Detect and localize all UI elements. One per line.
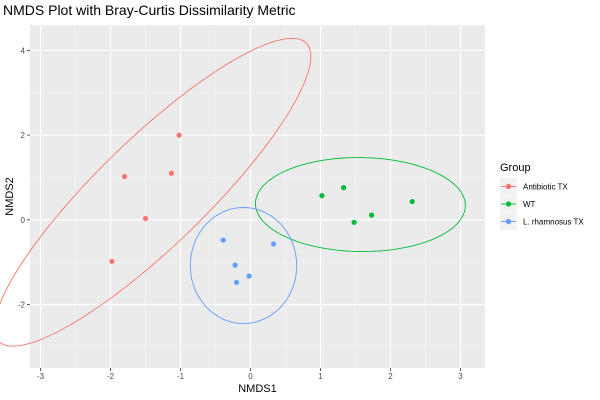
- x-tick-label: -2: [107, 372, 115, 381]
- confidence-ellipse: [189, 207, 298, 324]
- legend-title: Group: [500, 162, 531, 174]
- legend: Group Antibiotic TX WT L. rhamnosus TX: [500, 162, 584, 230]
- data-point: [351, 219, 357, 225]
- data-point: [220, 237, 226, 243]
- data-point: [271, 241, 277, 247]
- legend-key-point: [505, 201, 512, 207]
- y-axis-title: NMDS2: [4, 177, 16, 216]
- x-axis: -3 -2 -1 0 1 2 3: [37, 368, 463, 381]
- y-tick-label: 2: [21, 131, 26, 140]
- x-axis-title: NMDS1: [238, 383, 277, 395]
- ellipses: [0, 37, 466, 347]
- y-axis: -2 0 2 4: [18, 46, 30, 309]
- data-point: [109, 258, 115, 264]
- legend-label: Antibiotic TX: [523, 183, 568, 192]
- data-point: [142, 215, 149, 222]
- x-tick-label: -3: [37, 372, 45, 381]
- x-tick-label: -1: [177, 372, 185, 381]
- chart-title: NMDS Plot with Bray-Curtis Dissimilarity…: [3, 2, 295, 18]
- legend-label: L. rhamnosus TX: [523, 218, 584, 227]
- legend-key-point: [505, 183, 512, 190]
- confidence-ellipse: [255, 157, 466, 253]
- data-point: [319, 193, 325, 199]
- data-point: [369, 212, 375, 218]
- data-point: [232, 262, 238, 268]
- points: [109, 132, 415, 286]
- x-tick-label: 3: [458, 372, 463, 381]
- plot-panel: [30, 25, 485, 368]
- y-tick-label: -2: [18, 300, 26, 309]
- y-tick-label: 4: [21, 46, 26, 55]
- data-point: [246, 273, 252, 279]
- x-tick-label: 1: [318, 372, 323, 381]
- confidence-ellipse: [0, 37, 312, 347]
- data-point: [233, 279, 240, 286]
- grid: [30, 25, 485, 368]
- x-tick-label: 2: [388, 372, 393, 381]
- data-point: [409, 198, 415, 205]
- data-point: [121, 173, 128, 180]
- y-tick-label: 0: [21, 216, 26, 225]
- legend-label: WT: [523, 200, 536, 209]
- legend-key-point: [505, 218, 512, 225]
- data-point: [176, 132, 182, 138]
- data-point: [341, 185, 347, 191]
- x-tick-label: 0: [248, 372, 253, 381]
- data-point: [168, 170, 174, 176]
